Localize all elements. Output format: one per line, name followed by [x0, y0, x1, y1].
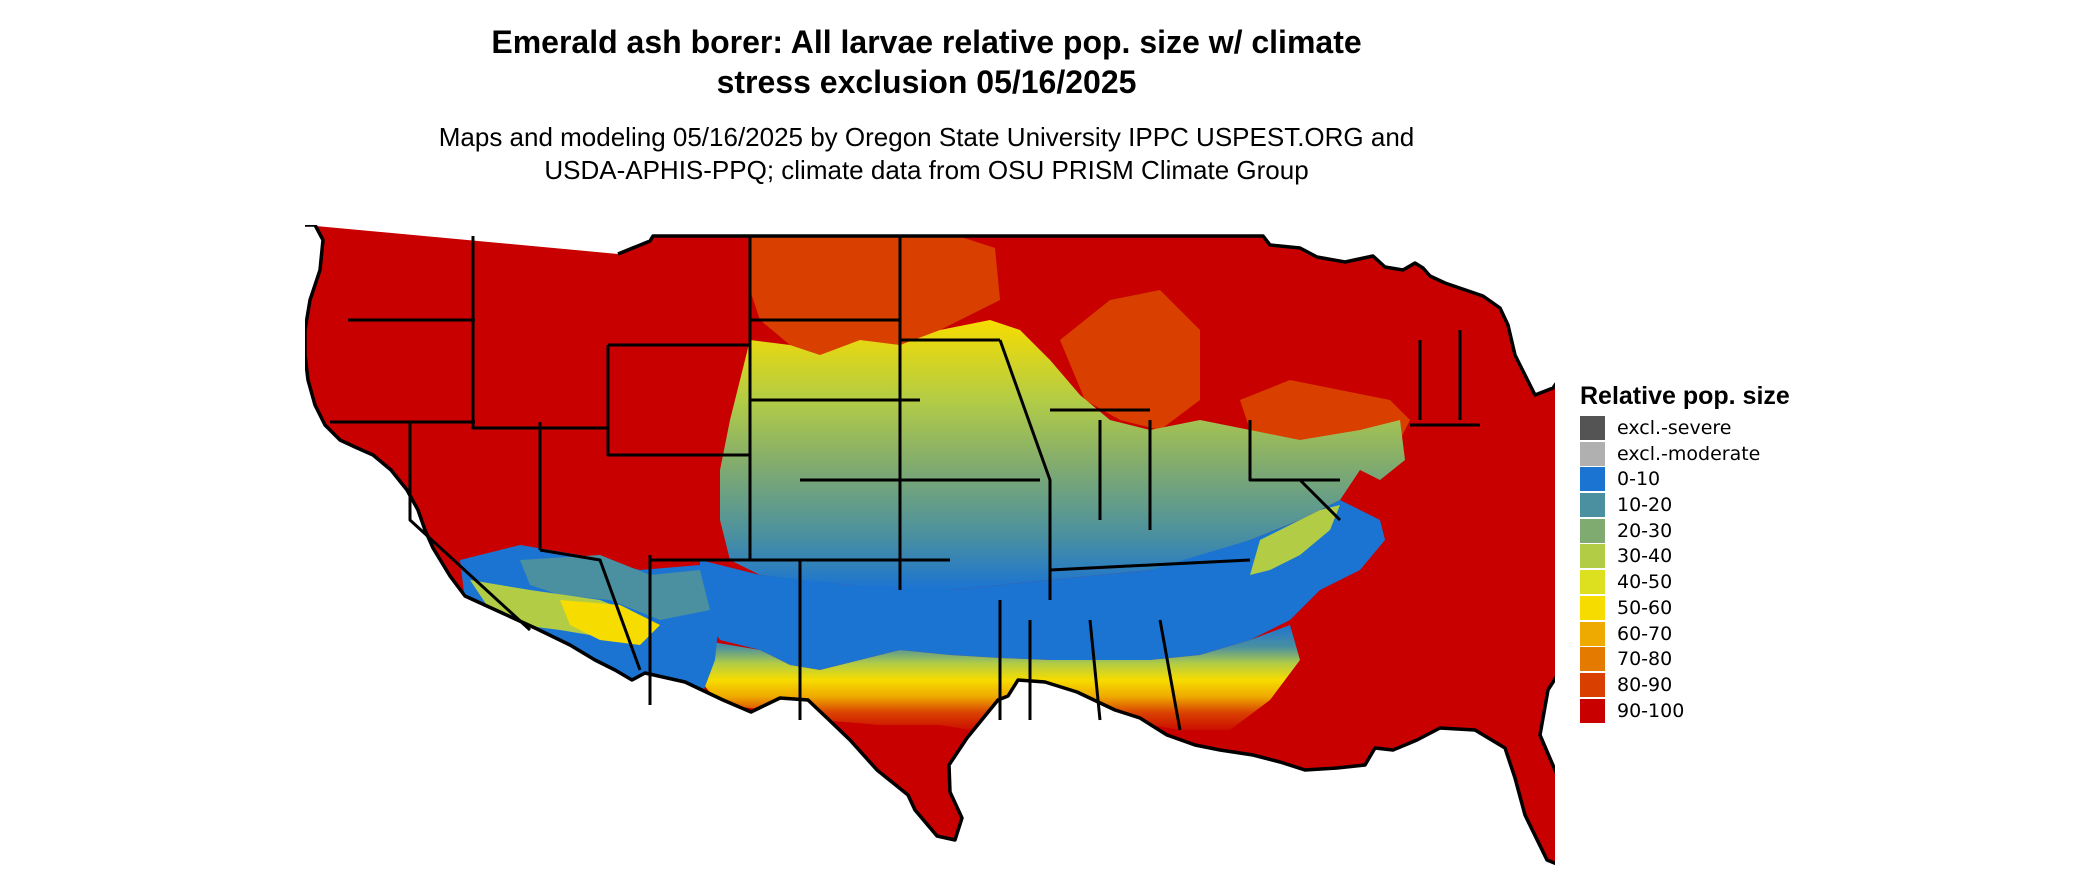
region-southwest-yellow [560, 600, 660, 645]
legend-swatch [1580, 544, 1605, 569]
legend-swatch [1580, 570, 1605, 595]
legend-label: 10-20 [1617, 494, 1673, 517]
legend-item: 30-40 [1580, 543, 1880, 569]
legend-label: excl.-moderate [1617, 442, 1761, 465]
map-svg [305, 225, 1555, 870]
legend-swatch [1580, 698, 1605, 723]
region-northern-plains [750, 236, 1000, 355]
border-wy-south [606, 345, 750, 457]
border-va [1298, 478, 1342, 522]
legend-item: 80-90 [1580, 672, 1880, 698]
legend-item: 0-10 [1580, 466, 1880, 492]
legend-label: 90-100 [1617, 699, 1685, 722]
legend-label: excl.-severe [1617, 417, 1732, 439]
region-southwest-blue-green [520, 555, 710, 620]
legend-item: 10-20 [1580, 492, 1880, 518]
region-appalachian-ridge [1250, 505, 1340, 575]
legend-swatch [1580, 518, 1605, 543]
border-ga-fl [1158, 619, 1182, 731]
legend-label: 0-10 [1617, 468, 1661, 491]
legend-label: 60-70 [1617, 622, 1673, 645]
legend-item: 70-80 [1580, 646, 1880, 672]
legend-item: 40-50 [1580, 569, 1880, 595]
legend-swatch [1580, 672, 1605, 697]
region-southern-blue [700, 500, 1385, 670]
legend-item: 90-100 [1580, 698, 1880, 724]
map-subtitle: Maps and modeling 05/16/2025 by Oregon S… [438, 122, 1415, 185]
legend-swatch [1580, 493, 1605, 518]
legend-item: 50-60 [1580, 595, 1880, 621]
legend-label: 70-80 [1617, 648, 1673, 671]
legend-title: Relative pop. size [1580, 382, 1790, 410]
border-ky-tn [1049, 558, 1251, 572]
map-title: Emerald ash borer: All larvae relative p… [491, 24, 1362, 100]
legend-swatch [1580, 441, 1605, 466]
legend-item: 20-30 [1580, 518, 1880, 544]
legend-label: 20-30 [1617, 519, 1673, 542]
legend-label: 30-40 [1617, 545, 1673, 568]
border-ca-nv [408, 422, 532, 632]
map-legend: Relative pop. size excl.-severe excl.-mod… [1580, 380, 1880, 723]
border-nm [650, 558, 802, 720]
legend-item: 60-70 [1580, 621, 1880, 647]
legend-swatch [1580, 647, 1605, 672]
border-pa [1248, 420, 1340, 482]
legend-swatch [1580, 621, 1605, 646]
region-california-yellowgreen [330, 450, 380, 500]
legend-label: 40-50 [1617, 571, 1673, 594]
border-il-west [998, 339, 1052, 600]
legend-item: excl.-moderate [1580, 441, 1880, 467]
legend-label: 80-90 [1617, 673, 1673, 696]
legend-swatch [1580, 467, 1605, 492]
region-great-lakes [1060, 290, 1200, 430]
us-population-map [305, 225, 1555, 895]
border-idaho-east [471, 236, 608, 430]
border-nv-az [539, 548, 642, 671]
legend-swatch [1580, 416, 1605, 440]
region-central-gradient [720, 320, 1405, 590]
legend-label: 50-60 [1617, 596, 1673, 619]
legend-items: excl.-severe excl.-moderate 0-10 10-20 20-30… [1580, 415, 1880, 723]
legend-swatch [1580, 595, 1605, 620]
legend-item: excl.-severe [1580, 415, 1880, 441]
